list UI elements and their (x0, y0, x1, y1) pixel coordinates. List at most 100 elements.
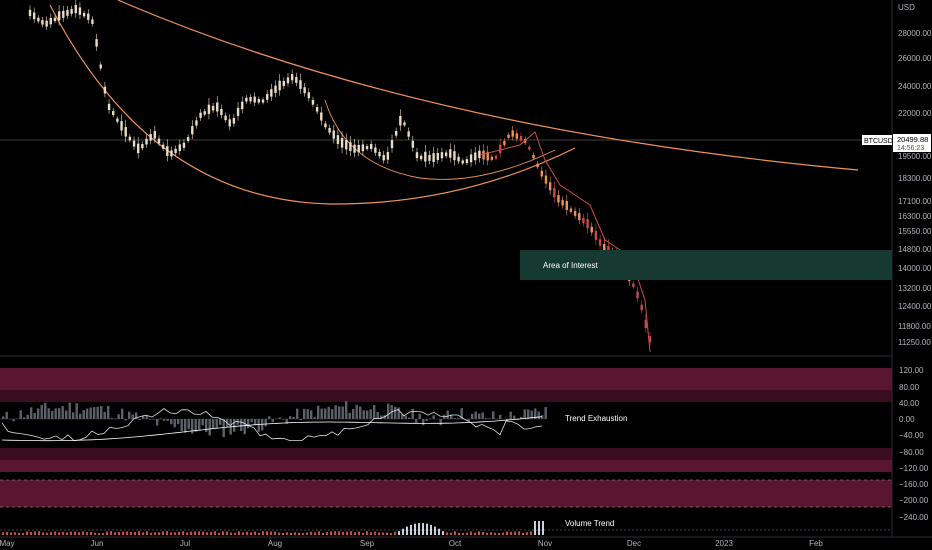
candle-body (286, 77, 290, 84)
volume-bar (322, 532, 324, 535)
histogram-bar (89, 407, 92, 419)
volume-bar (174, 532, 176, 535)
candle-body (648, 336, 652, 343)
histogram-bar (219, 419, 222, 425)
volume-bar (542, 521, 544, 535)
volume-bar (26, 531, 28, 535)
volume-bar (470, 531, 472, 535)
oscillator-pane[interactable] (0, 368, 892, 508)
histogram-bar (117, 414, 120, 419)
histogram-bar (544, 407, 547, 419)
candle-body (32, 12, 36, 20)
histogram-bar (138, 419, 141, 421)
histogram-bar (397, 407, 400, 419)
time-tick-label: Nov (538, 539, 552, 548)
histogram-bar (51, 410, 54, 419)
histogram-bar (457, 417, 460, 419)
volume-bar (198, 531, 200, 535)
price-axis[interactable]: 28000.00 26000.00 24000.00 22000.00 19500.00… (898, 29, 932, 347)
volume-bar (230, 532, 232, 535)
histogram-bar (233, 419, 236, 432)
oscillator-tick-label: −80.00 (899, 448, 924, 457)
volume-bar (326, 532, 328, 535)
volume-bar (278, 532, 280, 535)
oscillator-axis[interactable]: 120.00 80.00 40.00 0.00 −40.00 −80.00 −120.00 −… (899, 366, 929, 522)
candle-body (598, 239, 602, 246)
candle-body (278, 80, 281, 91)
candle-body (594, 230, 598, 240)
candle-body (469, 154, 473, 163)
histogram-bar (334, 405, 337, 419)
histogram-bar (299, 419, 302, 421)
candle-body (499, 144, 502, 154)
volume-bar (514, 531, 516, 535)
histogram-bar (86, 408, 89, 419)
volume-bar (34, 531, 36, 535)
histogram-bar (33, 413, 36, 419)
histogram-bar (131, 414, 134, 419)
histogram-bar (47, 408, 50, 419)
trend-exhaustion-label: Trend Exhaustion (565, 414, 627, 423)
volume-bar (414, 523, 416, 535)
last-price-marker: BTCUSD 20499.88 14:56:23 (862, 134, 931, 152)
candle-body (478, 150, 481, 159)
histogram-bar (187, 419, 190, 430)
volume-bar (166, 531, 168, 535)
histogram-bar (404, 415, 407, 419)
volume-bar (282, 532, 284, 535)
histogram-bar (541, 415, 544, 419)
histogram-bar (425, 419, 428, 422)
volume-bar (158, 532, 160, 535)
candle-body (78, 7, 82, 15)
candle-body (182, 142, 186, 148)
inner-bottom-arc (324, 99, 556, 180)
candle-body (178, 144, 181, 152)
volume-bar (314, 532, 316, 535)
histogram-bar (530, 410, 533, 419)
volume-bar (62, 531, 64, 535)
volume-bar (298, 532, 300, 535)
upper-band-inner (0, 390, 892, 402)
volume-pane[interactable] (0, 521, 892, 535)
candle-body (153, 131, 157, 139)
histogram-bar (72, 412, 75, 419)
volume-bar (70, 531, 72, 535)
candle-body (440, 152, 444, 159)
histogram-bar (170, 419, 173, 425)
histogram-bar (166, 419, 169, 421)
histogram-bar (380, 415, 383, 419)
histogram-bar (327, 406, 330, 419)
candle-body (548, 182, 552, 191)
volume-bar (382, 532, 384, 535)
volume-bar (250, 532, 252, 535)
histogram-bar (135, 412, 138, 419)
histogram-bar (114, 418, 117, 419)
histogram-bar (23, 417, 26, 419)
candle-body (57, 11, 61, 21)
candle-body (382, 154, 385, 161)
candle-body (53, 17, 57, 22)
candle-body (432, 153, 435, 162)
histogram-bar (478, 413, 481, 419)
histogram-bar (159, 418, 162, 419)
volume-bar (30, 531, 32, 535)
price-tick-label: 11250.00 (898, 338, 931, 347)
candle-body (640, 304, 643, 311)
candle-body (91, 19, 94, 24)
time-axis[interactable]: May Jun Jul Aug Sep Oct Nov Dec 2023 Feb (0, 539, 823, 548)
volume-bar (462, 532, 464, 535)
histogram-bar (173, 419, 176, 428)
candle-body (332, 130, 335, 139)
histogram-bar (257, 419, 260, 432)
candle-body (66, 10, 69, 16)
histogram-bar (359, 406, 362, 419)
histogram-bar (37, 408, 40, 419)
volume-bar (294, 532, 296, 535)
volume-bar (426, 523, 428, 535)
candle-body (569, 208, 573, 212)
histogram-bar (198, 419, 201, 431)
histogram-bar (376, 411, 379, 419)
candle-body (224, 115, 227, 121)
candle-body (299, 80, 302, 89)
